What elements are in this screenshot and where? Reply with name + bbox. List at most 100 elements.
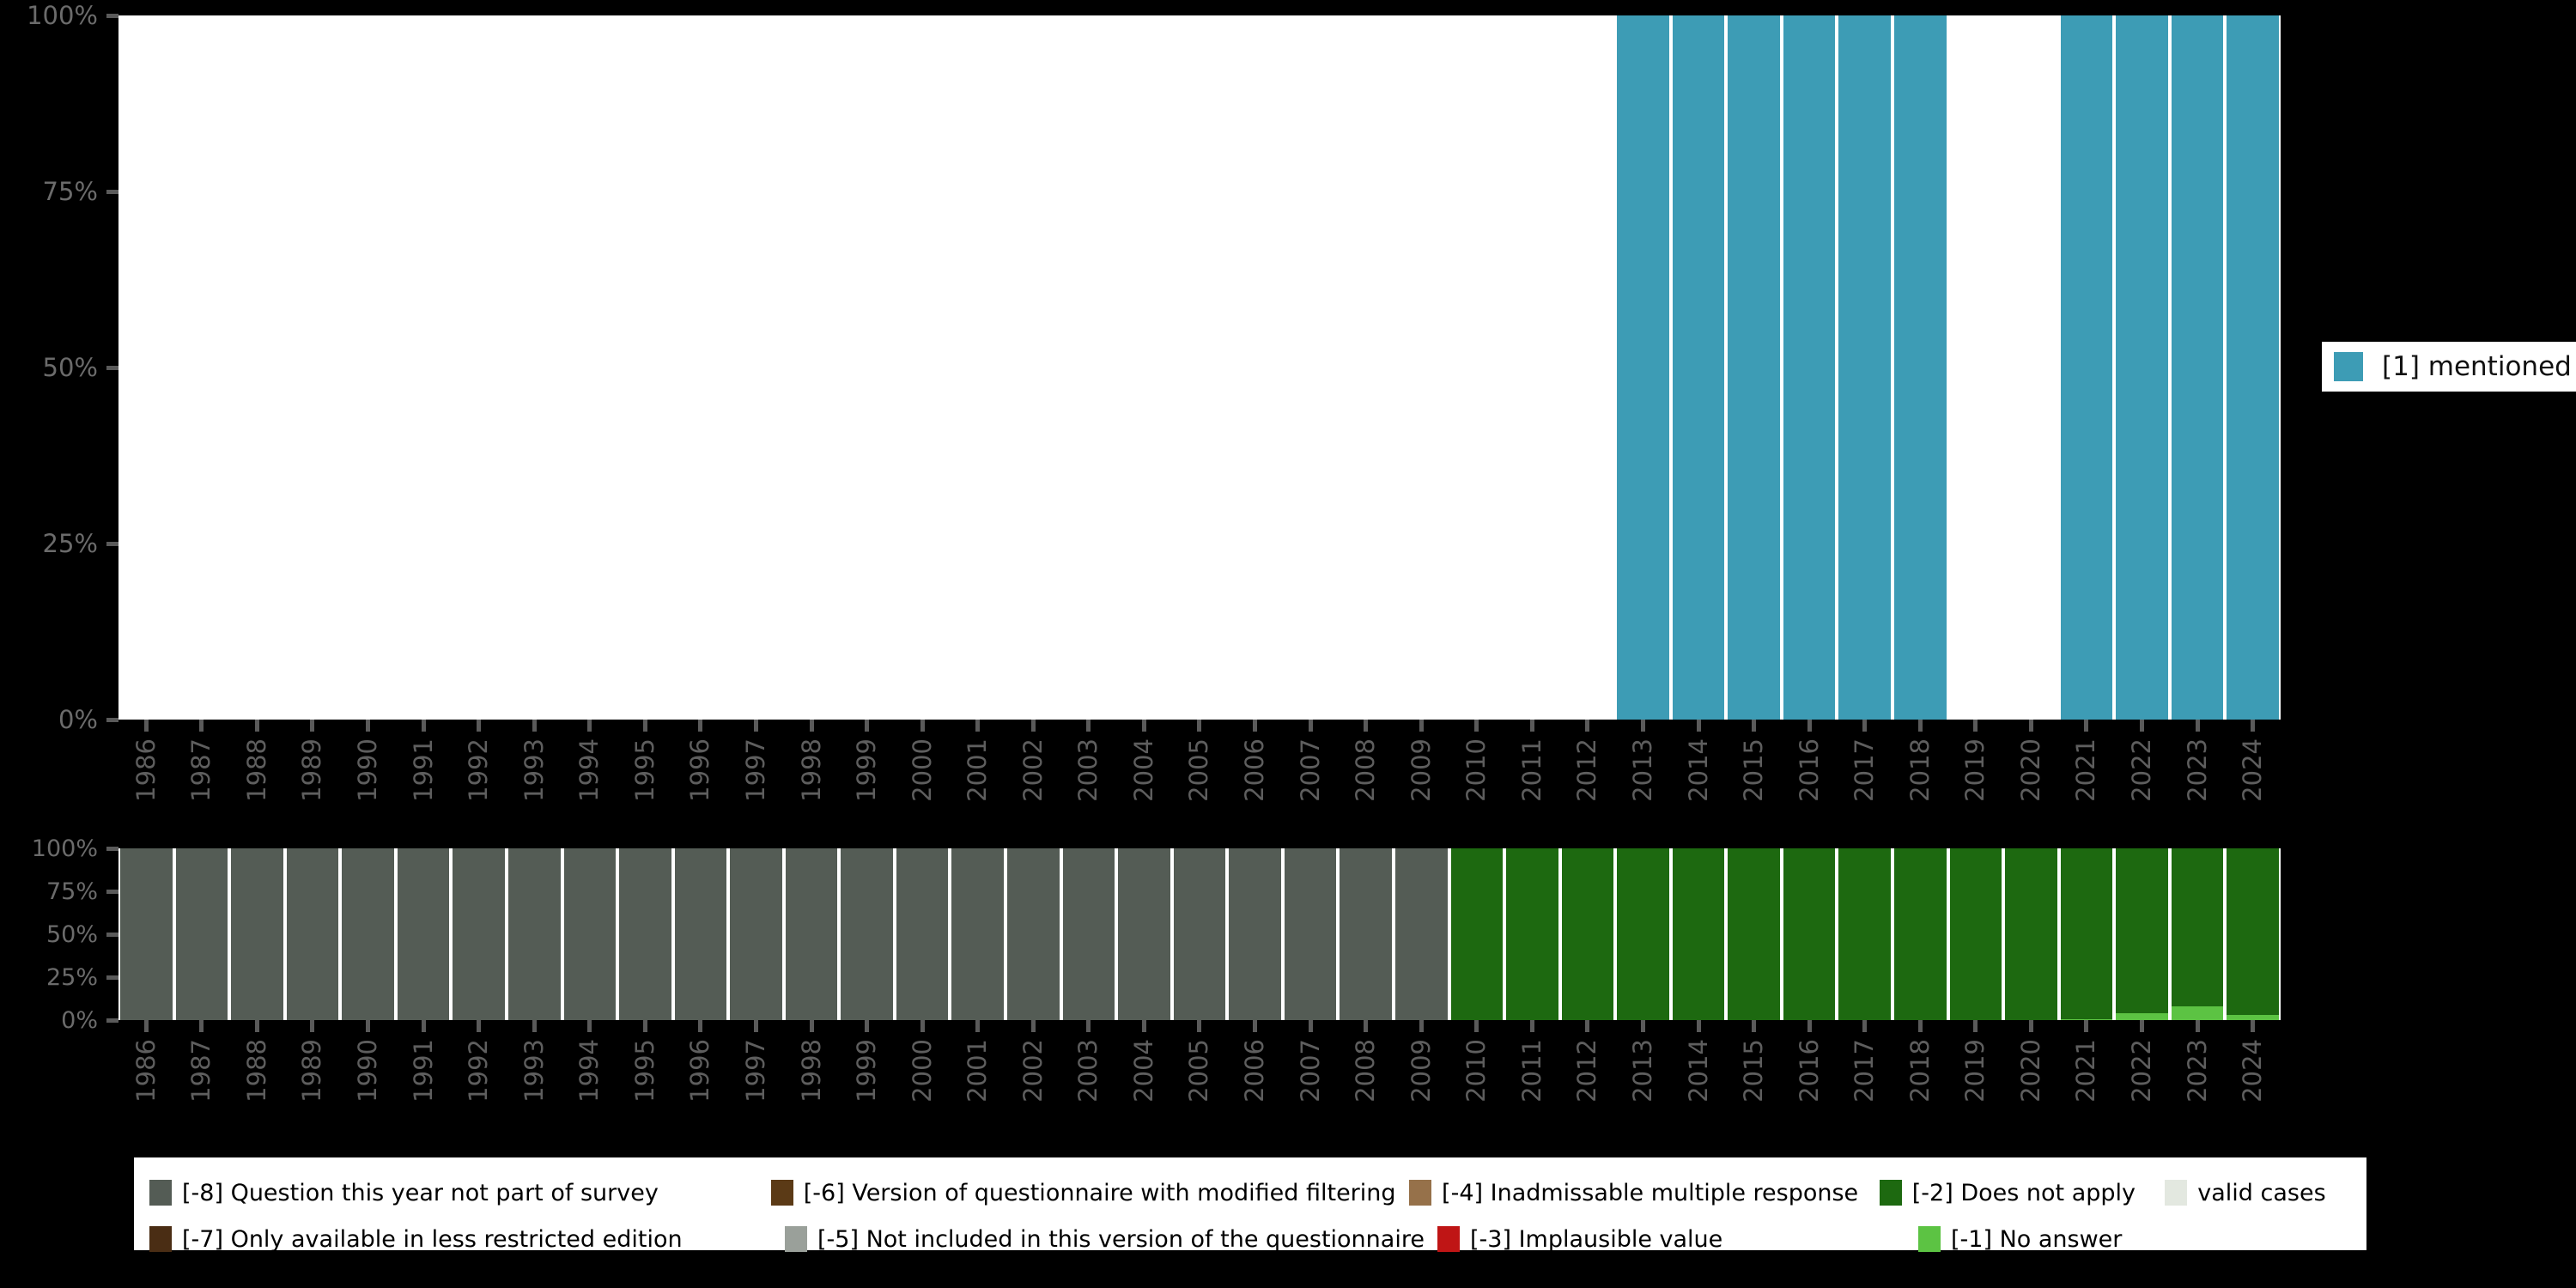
main-bar-slot — [507, 15, 562, 720]
status-bar-segment — [2060, 1019, 2113, 1020]
x-axis-tick: 2011 — [1504, 720, 1560, 823]
status-bar[interactable] — [784, 848, 840, 1020]
status-bar[interactable] — [1726, 848, 1782, 1020]
status-bar[interactable] — [285, 848, 341, 1020]
x-axis-tick-mark — [809, 1020, 814, 1032]
legend-item: [-8] Question this year not part of surv… — [149, 1180, 771, 1206]
x-axis-tick: 1988 — [229, 1020, 285, 1140]
legend-swatch — [1918, 1226, 1941, 1252]
status-bar[interactable] — [1394, 848, 1449, 1020]
main-bar[interactable] — [2060, 15, 2113, 720]
x-axis-tick: 2022 — [2114, 1020, 2170, 1140]
status-bar[interactable] — [1560, 848, 1616, 1020]
status-bar[interactable] — [1172, 848, 1228, 1020]
main-bar[interactable] — [1617, 15, 1669, 720]
legend-swatch — [1879, 1180, 1902, 1206]
main-bar[interactable] — [1838, 15, 1891, 720]
status-bar-segment — [2171, 848, 2224, 1006]
main-bar[interactable] — [1672, 15, 1725, 720]
status-bar[interactable] — [1449, 848, 1505, 1020]
x-axis-tick-mark — [1696, 720, 1701, 732]
status-bar[interactable] — [617, 848, 673, 1020]
x-axis-tick: 1998 — [784, 720, 840, 823]
status-bar[interactable] — [2003, 848, 2059, 1020]
status-bar[interactable] — [507, 848, 562, 1020]
x-axis-tick: 1989 — [285, 720, 341, 823]
status-bar[interactable] — [728, 848, 784, 1020]
status-bar[interactable] — [118, 848, 174, 1020]
status-bar[interactable] — [2059, 848, 2115, 1020]
y-axis-tick-mark — [106, 13, 118, 18]
status-bar[interactable] — [174, 848, 230, 1020]
status-bar[interactable] — [2225, 848, 2281, 1020]
status-bar[interactable] — [1227, 848, 1283, 1020]
x-axis-tick: 2013 — [1615, 1020, 1671, 1140]
main-bar[interactable] — [2171, 15, 2224, 720]
x-axis-tick: 1999 — [839, 1020, 895, 1140]
status-bar[interactable] — [1893, 848, 1948, 1020]
x-axis-tick: 2017 — [1837, 720, 1893, 823]
main-bar[interactable] — [2227, 15, 2279, 720]
main-bar-slot — [1948, 15, 2004, 720]
main-legend: [1] mentioned — [2322, 342, 2576, 392]
x-axis-tick: 2023 — [2170, 1020, 2226, 1140]
status-bar-segment — [2060, 848, 2113, 1019]
x-axis-tick-mark — [2028, 720, 2033, 732]
main-bar[interactable] — [2116, 15, 2168, 720]
main-bar[interactable] — [1894, 15, 1947, 720]
main-bar-chart: 100% 75% 50% 25% 0% 1986 1987 1988 1989 1990 1991… — [27, 0, 2281, 823]
status-bar[interactable] — [950, 848, 1005, 1020]
status-bar-segment — [730, 848, 782, 1020]
status-bar[interactable] — [562, 848, 618, 1020]
status-bar-segment — [2005, 848, 2057, 1020]
x-axis-tick-mark — [1752, 1020, 1757, 1032]
status-bar[interactable] — [1061, 848, 1117, 1020]
status-bar[interactable] — [340, 848, 396, 1020]
y-axis-tick-label: 100% — [27, 0, 98, 30]
status-bar[interactable] — [1782, 848, 1838, 1020]
x-axis-tick-mark — [2084, 1020, 2089, 1032]
main-bar-slot — [895, 15, 951, 720]
legend-item: [-6] Version of questionnaire with modif… — [770, 1180, 1409, 1206]
x-axis-tick-label: 2004 — [1128, 1039, 1158, 1103]
x-axis-tick-label: 2019 — [1960, 738, 1990, 802]
main-bar-slot — [1449, 15, 1505, 720]
status-bar[interactable] — [895, 848, 951, 1020]
legend-swatch — [1437, 1226, 1460, 1252]
x-axis-tick-label: 2014 — [1683, 1039, 1713, 1103]
status-bar[interactable] — [2170, 848, 2226, 1020]
status-bar[interactable] — [1116, 848, 1172, 1020]
legend-row: [-8] Question this year not part of surv… — [149, 1170, 2366, 1216]
status-bar[interactable] — [1615, 848, 1671, 1020]
x-axis-tick: 1994 — [562, 720, 618, 823]
status-bar[interactable] — [839, 848, 895, 1020]
main-bar-slot — [1615, 15, 1671, 720]
status-bar[interactable] — [396, 848, 452, 1020]
main-bar[interactable] — [1728, 15, 1780, 720]
x-axis-tick-label: 2000 — [907, 1039, 937, 1103]
legend-label-mentioned: [1] mentioned — [2382, 350, 2572, 382]
status-bar[interactable] — [229, 848, 285, 1020]
status-bar[interactable] — [1283, 848, 1339, 1020]
status-bar[interactable] — [1948, 848, 2004, 1020]
status-bar[interactable] — [673, 848, 729, 1020]
status-bar[interactable] — [2114, 848, 2170, 1020]
x-axis-tick-label: 2002 — [1018, 1039, 1048, 1103]
x-axis-tick-mark — [698, 1020, 703, 1032]
x-axis-tick: 1996 — [673, 1020, 729, 1140]
status-bar[interactable] — [451, 848, 507, 1020]
x-axis-tick-label: 2024 — [2238, 738, 2268, 802]
x-axis-tick: 2004 — [1116, 1020, 1172, 1140]
status-bar[interactable] — [1338, 848, 1394, 1020]
x-axis-tick-mark — [1807, 720, 1812, 732]
status-bar[interactable] — [1005, 848, 1061, 1020]
status-bar[interactable] — [1504, 848, 1560, 1020]
x-axis-tick-mark — [642, 720, 647, 732]
x-axis-tick-label: 1999 — [852, 738, 882, 802]
main-bar[interactable] — [1783, 15, 1836, 720]
status-bar[interactable] — [1837, 848, 1893, 1020]
legend-swatch-mentioned — [2334, 352, 2363, 381]
status-bar[interactable] — [1671, 848, 1727, 1020]
main-bar-slot — [1116, 15, 1172, 720]
main-bar-slot — [950, 15, 1005, 720]
